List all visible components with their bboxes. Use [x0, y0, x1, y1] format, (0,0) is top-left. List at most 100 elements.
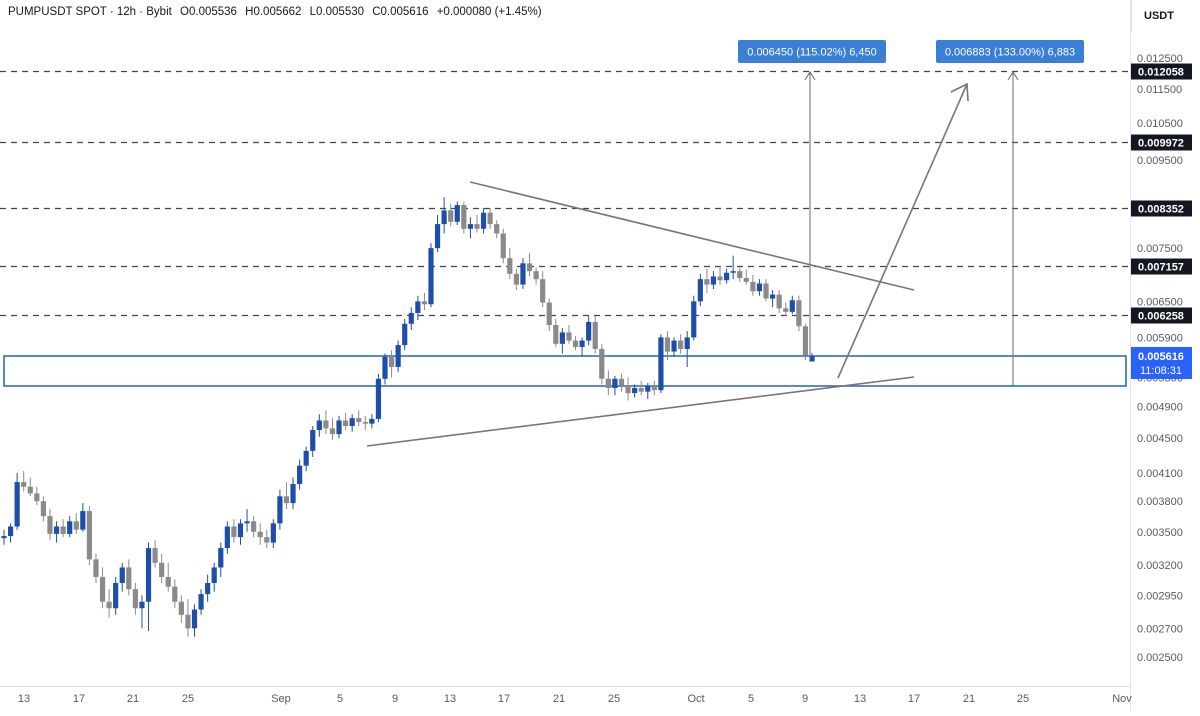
time-tick-label: 17	[908, 693, 920, 705]
candle	[533, 267, 539, 285]
candle-body	[185, 614, 191, 629]
candle-body	[60, 526, 66, 534]
candle-body	[618, 378, 625, 386]
candle-body	[211, 567, 217, 583]
candle-body	[310, 430, 316, 451]
candle-body	[737, 271, 743, 279]
candle	[237, 519, 244, 545]
measure-arrow-1[interactable]	[804, 71, 816, 360]
candle-body	[178, 601, 184, 615]
candle	[152, 540, 158, 568]
target-label-2-text: 0.006883 (133.00%) 6,883	[945, 47, 1075, 59]
candle-body	[113, 582, 119, 609]
candle-body	[513, 273, 519, 285]
candle-body	[684, 337, 690, 349]
triangle-lower-trendline[interactable]	[366, 376, 915, 447]
candle	[579, 337, 585, 357]
candle-body	[664, 337, 671, 352]
candle-body	[802, 326, 809, 356]
price-axis[interactable]: 0.012500 0.011500 0.010500 0.009500 0.007500…	[1137, 53, 1183, 664]
candle-body	[546, 302, 552, 326]
candle	[743, 269, 749, 285]
target-label-2[interactable]: 0.006883 (133.00%) 6,883	[936, 40, 1084, 63]
price-tick-label: 0.003500	[1137, 527, 1183, 539]
price-tick-label: 0.002500	[1137, 652, 1183, 664]
candle-body	[224, 526, 230, 549]
candle	[132, 582, 138, 615]
candle	[172, 579, 178, 609]
candle	[651, 380, 657, 396]
close-value: C0.005616	[372, 6, 429, 18]
candle	[500, 228, 506, 264]
time-axis[interactable]: 13 17 21 25 Sep 5 9 13 17 21 25 Oct 5 9 13 17 21 25 Nov	[18, 693, 1132, 705]
candle	[730, 255, 736, 280]
projection-arrow[interactable]	[837, 82, 969, 379]
candle-body	[323, 420, 329, 429]
candle	[145, 542, 152, 632]
candle	[546, 298, 552, 332]
time-tick-label: 5	[748, 693, 754, 705]
candle	[586, 315, 592, 346]
candle	[789, 295, 795, 315]
candle-body	[474, 224, 480, 229]
candle-body	[191, 609, 198, 629]
candle	[277, 489, 283, 530]
candle	[99, 567, 106, 609]
candle-body	[342, 420, 349, 427]
candle-body	[316, 420, 322, 431]
time-tick-label: 25	[608, 693, 620, 705]
candle-body	[34, 493, 40, 502]
candle-body	[579, 340, 585, 348]
candle	[638, 380, 644, 396]
candle-body	[231, 526, 237, 538]
horizontal-levels[interactable]	[0, 70, 1130, 317]
level-badge-text: 0.008352	[1138, 204, 1184, 216]
triangle-upper-trendline[interactable]	[469, 181, 915, 291]
current-price-value: 0.005616	[1138, 351, 1184, 363]
candle-body	[264, 537, 270, 543]
candle-body	[47, 516, 53, 534]
symbol-title[interactable]: PUMPUSDT SPOT · 12h · Bybit	[8, 6, 172, 18]
candle	[710, 271, 717, 289]
candle	[526, 253, 533, 277]
candle-body	[724, 272, 730, 281]
candle-body	[586, 321, 592, 341]
candle	[126, 559, 132, 596]
support-zone-rectangle[interactable]	[3, 355, 1127, 387]
candle-body	[159, 562, 165, 577]
measure-arrow-2[interactable]	[1007, 71, 1019, 386]
candle-body	[553, 325, 559, 344]
candle	[113, 576, 119, 615]
price-tick-label: 0.005900	[1137, 332, 1183, 344]
candle-body	[461, 205, 467, 229]
candle-body	[382, 356, 388, 379]
candle	[632, 384, 638, 398]
candle	[802, 323, 809, 361]
candle-body	[270, 523, 276, 543]
candle	[507, 248, 513, 280]
price-tick-label: 0.006500	[1137, 296, 1183, 308]
currency-selector[interactable]: USDT	[1131, 0, 1200, 32]
candle-body	[494, 224, 500, 234]
time-tick-label: 9	[392, 693, 398, 705]
candle	[776, 290, 782, 314]
candle	[395, 340, 401, 372]
candle	[93, 553, 99, 583]
candle	[783, 302, 789, 316]
candle	[310, 426, 316, 457]
candle	[329, 418, 336, 440]
candle-body	[14, 482, 20, 527]
time-tick-label: 5	[337, 693, 343, 705]
price-tick-label: 0.009500	[1137, 155, 1183, 167]
candle-body	[237, 523, 244, 538]
candle-body	[559, 332, 565, 344]
candle	[73, 513, 79, 534]
current-price-badge: 0.005616 11:08:31	[1131, 347, 1192, 379]
candle-body	[520, 263, 526, 285]
target-label-1[interactable]: 0.006450 (115.02%) 6,450	[738, 40, 886, 63]
level-badges: 0.012058 0.009972 0.008352 0.007157 0.006258	[1131, 63, 1192, 324]
time-tick-label: 21	[963, 693, 975, 705]
candle-body	[704, 279, 710, 285]
